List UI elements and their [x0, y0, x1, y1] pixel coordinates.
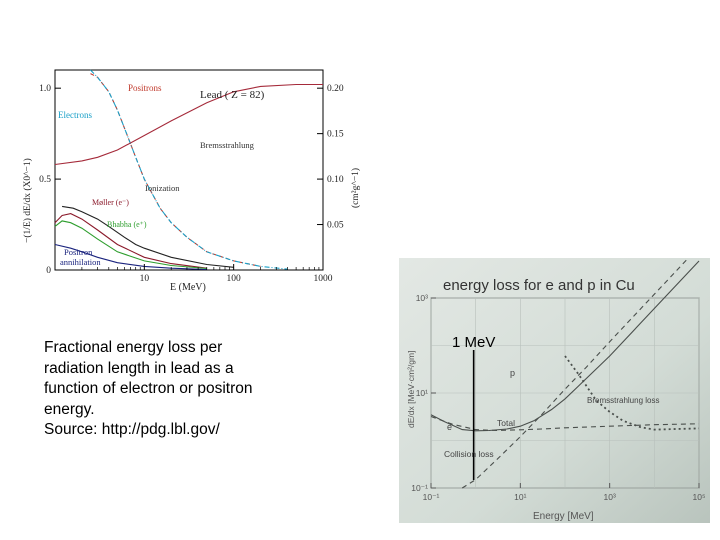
plot-frame	[54, 69, 324, 271]
lead-energy-loss-chart: 10 100 1000 0 0.5 1.0 0.05 0.10 0.15 0.20 Lead ( …	[22, 69, 361, 293]
caption-line: Source: http://pdg.lbl.gov/	[44, 421, 220, 438]
series-line-bhabha	[54, 220, 207, 270]
x-tick-label: 10⁻¹	[423, 492, 440, 502]
y-tick-label: 1.0	[39, 84, 51, 94]
y-tick-label: 0	[46, 266, 51, 276]
y2-tick-label: 0.10	[327, 175, 344, 185]
x-axis-label: Energy [MeV]	[533, 511, 594, 522]
figure-caption: Fractional energy loss per radiation len…	[44, 338, 304, 441]
label-total: Total	[497, 418, 515, 428]
label-ionization: Ionization	[145, 183, 180, 193]
label-bremsstrahlung: Bremsstrahlung	[200, 140, 255, 150]
label-e: e	[447, 422, 452, 432]
series-labels: Positrons Electrons Bremsstrahlung Ioniz…	[58, 83, 255, 267]
series-line-moller	[54, 213, 207, 269]
y2-tick-label: 0.20	[327, 84, 344, 94]
label-moller: Møller (e⁻)	[92, 198, 129, 207]
x-tick-label: 1000	[314, 274, 333, 284]
caption-line: function of electron or positron	[44, 380, 253, 397]
x-tick-label: 10³	[604, 492, 616, 502]
y-tick-label: 0.5	[39, 175, 51, 185]
series-line-p	[564, 355, 700, 431]
label-brems: Bremsstrahlung loss	[587, 396, 659, 405]
y-tick-label: 10¹	[416, 388, 428, 398]
series-line-collision-loss	[430, 415, 700, 432]
label-positrons: Positrons	[128, 83, 162, 93]
label-annihilation-2: annihilation	[60, 257, 101, 267]
label-p: p	[510, 368, 515, 378]
caption-line: Fractional energy loss per	[44, 339, 223, 356]
copper-energy-loss-photo-chart: 10⁻¹ 10¹ 10³ 10⁵ 10⁻¹ 10¹ 10³ energy loss for …	[399, 258, 710, 523]
photo-background	[399, 258, 710, 523]
label-collision: Collision loss	[444, 449, 494, 459]
x-tick-label: 10¹	[514, 492, 526, 502]
series-line-bremsstrahlung	[54, 83, 323, 166]
series-labels: p e Total Bremsstrahlung loss Collision …	[444, 368, 659, 459]
x-tick-label: 100	[227, 274, 242, 284]
y-axis-label: dE/dx [MeV·cm²/gm]	[406, 351, 416, 428]
y-axis-label-right: (cm²g^−1)	[350, 168, 361, 208]
series-line-ionization	[62, 205, 234, 268]
y-tick-label: 10⁻¹	[411, 483, 428, 493]
x-tick-label: 10	[140, 274, 150, 284]
label-electrons: Electrons	[58, 110, 92, 120]
y-axis-label-left: −(1/E) dE/dx (X0^−1)	[22, 158, 33, 243]
series-line-total	[430, 260, 700, 432]
vline-label: 1 MeV	[452, 334, 495, 351]
chart-title: Lead ( Z = 82)	[200, 89, 265, 101]
caption-line: energy.	[44, 400, 95, 418]
series-line-bremsstrahlung-loss	[461, 258, 690, 489]
caption-line: radiation length in lead as a	[44, 359, 234, 377]
y-tick-label: 10³	[416, 293, 428, 303]
y2-tick-label: 0.15	[327, 130, 344, 140]
x-tick-label: 10⁵	[693, 492, 706, 502]
x-axis-label: E (MeV)	[170, 282, 206, 293]
series-line-annihilation	[54, 243, 207, 271]
series-line-electrons	[90, 69, 288, 270]
label-bhabha: Bhabha (e⁺)	[107, 220, 147, 229]
y2-tick-label: 0.05	[327, 221, 344, 231]
chart-title: energy loss for e and p in Cu	[443, 277, 635, 294]
label-annihilation-1: Positron	[64, 247, 93, 257]
